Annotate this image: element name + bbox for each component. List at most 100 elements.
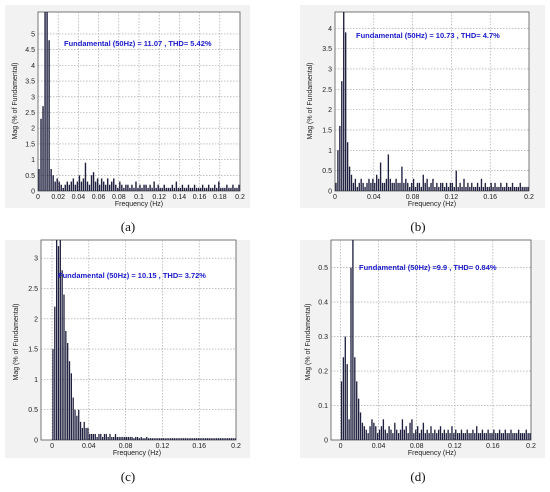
bar [60,184,62,191]
bar [451,182,454,191]
bar [210,187,212,191]
bar [428,433,430,440]
bar [473,186,475,191]
bar [453,433,455,440]
x-tick-label: 0.14 [173,194,187,201]
x-tick-label: 0.2 [526,443,536,450]
bar [76,415,78,440]
panel-c-caption: (c) [121,469,135,484]
panel-a-title: Fundamental (50Hz) = 11.07 , THD= 5.42% [64,39,212,48]
bar [234,187,236,191]
x-tick-label: 0.18 [213,194,227,201]
x-tick-label: 0.04 [82,443,96,450]
bar [373,422,375,440]
bar [100,178,103,191]
bar [445,182,448,191]
bar [212,187,214,191]
bar [216,438,218,440]
x-tick-label: 0.08 [112,194,126,201]
bar [135,181,137,191]
bar [61,270,63,440]
bar [498,429,501,440]
bar [63,294,65,440]
bar [68,361,71,440]
bar [105,433,107,440]
bar [463,178,465,191]
bar [357,398,360,440]
bar [96,436,98,440]
bar [199,438,201,440]
bar [529,433,531,440]
bar [492,186,494,191]
bar [523,186,525,191]
bar [170,438,172,440]
bar [113,436,115,440]
bar [197,438,199,440]
bar [409,422,411,440]
bar [365,429,367,440]
bar [173,438,176,440]
x-tick-label: 0 [339,443,343,450]
bar [88,184,91,191]
bar [136,436,139,440]
bar [418,433,421,440]
bar [115,184,117,191]
bar [234,438,236,440]
bar [422,422,425,440]
bar [147,438,150,440]
bar [164,438,166,440]
y-tick-label: 0.1 [318,403,328,410]
bar [103,433,106,440]
bar [195,438,198,440]
bar [356,381,358,440]
bar [129,187,131,191]
bar [493,429,495,440]
bar [385,178,388,191]
panel-b-bars [335,12,529,191]
bar [395,178,397,191]
bar [188,438,190,440]
bar [472,429,474,440]
bar [184,438,187,440]
panel-c-title: Fundamental (50Hz) = 10.15 , THD= 3.72% [58,271,206,280]
bar [390,429,392,440]
x-tick-label: 0.08 [410,443,424,450]
x-tick-label: 0.08 [119,443,133,450]
bar [236,187,238,191]
panel-c: 0 0.04 0.08 0.12 0.16 0.2 0 0.5 1 1.5 2 2.5 3 Fundam… [5,239,250,484]
bar [159,187,161,191]
bar [391,182,393,191]
bar [340,381,343,440]
bar [146,436,148,440]
panel-d-ylabel: Mag (% of Fundamental) [305,303,312,380]
bar [206,438,209,440]
bar [187,184,190,191]
bar [343,12,345,191]
bar [72,397,74,440]
bar [466,429,468,440]
bar [409,186,411,191]
bar [186,438,188,440]
y-tick-label: 0 [31,189,35,196]
bar [401,419,404,440]
bar [58,181,60,191]
bar [133,438,135,440]
bar [127,436,130,440]
bar [80,181,83,191]
bar [426,429,428,440]
bar [383,182,386,191]
bar [144,438,146,440]
bar [455,170,457,191]
bar [486,186,488,191]
y-tick-label: 1.5 [25,141,35,148]
bar [238,184,240,191]
panel-a-caption: (a) [121,219,135,234]
bar [411,419,413,440]
panel-b: 0 0.04 0.08 0.12 0.16 0.2 0 0.5 1 1.5 2 2.5 3 3.5 4 Fu… [300,5,545,234]
panel-a-bars [38,12,240,192]
x-tick-label: 0.12 [152,194,166,201]
bar [410,182,413,191]
bar [350,174,353,191]
bar [399,182,401,191]
bar [141,187,143,191]
